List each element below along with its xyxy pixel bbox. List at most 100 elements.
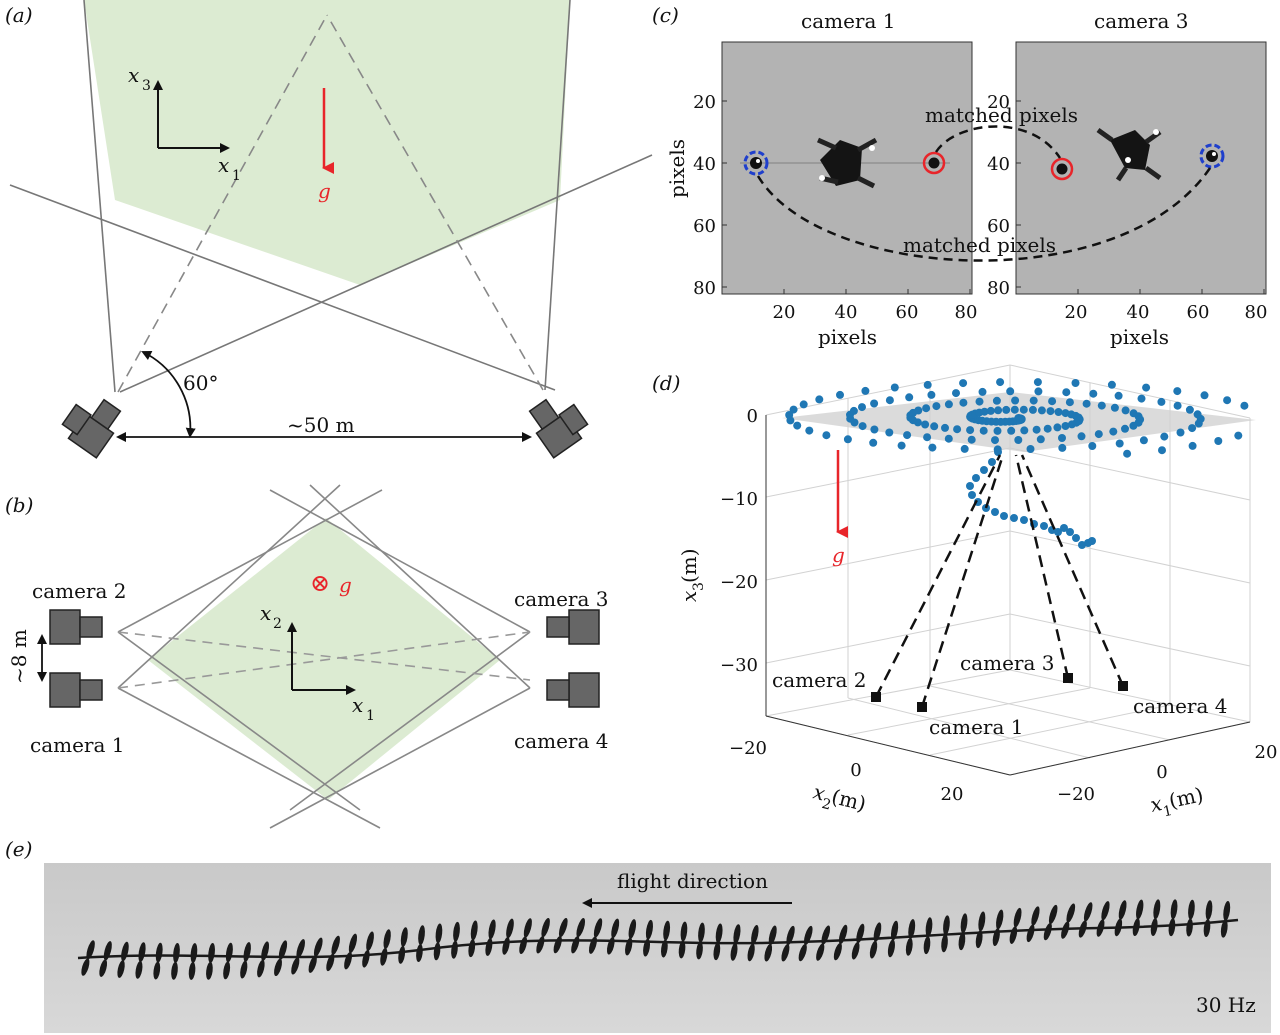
trajectory-point [968,491,976,499]
trajectory-point [944,400,953,409]
distance-label: ~50 m [287,413,355,437]
trajectory-point [959,379,968,388]
trajectory-point [914,406,923,415]
trajectory-point [1188,441,1197,450]
trajectory-point [1032,425,1041,434]
ytick-left-40: 40 [693,154,716,175]
ytick-right-80: 80 [987,278,1010,299]
x1-axis-label: x 1 (m) [1148,782,1206,820]
camera-2-label-d: camera 2 [772,668,867,692]
trajectory-point [1058,443,1067,452]
trajectory-point [870,399,879,408]
xtick-right-20: 20 [1065,302,1088,323]
trajectory-point [959,398,968,407]
ztick-m30: −30 [720,655,758,676]
trajectory-point [1060,524,1068,532]
trajectory-point [991,508,999,516]
trajectory-point [849,406,858,415]
trajectory-point [1007,426,1016,435]
drone-silhouette-right [1096,127,1162,182]
trajectory-point [1058,434,1066,442]
trajectory-point [905,393,914,402]
trajectory-point [921,420,930,429]
trajectory-point [1040,522,1048,530]
trajectory-point [1067,420,1076,429]
trajectory-point [1065,398,1074,407]
xtick-right-80: 80 [1245,302,1268,323]
trajectory-point [861,386,870,395]
gravity-into-page-symbol: ⊗ [310,569,330,597]
flight-direction-label: flight direction [617,869,768,893]
panel-a-label: (a) [5,3,33,27]
trajectory-point [994,448,1002,456]
axis-x1-label-b: x [352,693,363,717]
trajectory-point [858,403,866,412]
trajectory-point [1048,397,1057,406]
svg-text:3: 3 [691,582,707,591]
trajectory-point [1020,426,1029,435]
trajectory-point [1240,401,1249,410]
trajectory-point [1046,407,1055,416]
trajectory-point [1129,421,1138,430]
trajectory-point [980,407,989,416]
camera-2-marker [871,692,881,702]
svg-text:(m): (m) [829,784,868,816]
trajectory-point [897,441,906,450]
trajectory-point [836,390,844,399]
trajectory-point [1066,528,1074,536]
overlap-region [148,518,500,800]
trajectory-point [1088,442,1097,450]
camera-3-title: camera 3 [1094,9,1189,33]
trajectory-point [1037,406,1046,415]
panel-d-label: (d) [652,371,680,395]
ztick-m20: −20 [720,572,758,593]
x1tick-0: 0 [1156,762,1167,783]
trajectory-point [966,482,974,490]
camera-4-marker [1118,681,1128,691]
y-axis-label-pixels: pixels [665,139,689,198]
trajectory-point [1121,424,1129,433]
x2-axis-label: x 2 (m) [811,780,869,816]
gravity-label-b: g [339,573,352,597]
x2tick-20: 20 [941,784,964,805]
angle-label: 60° [183,371,218,395]
trajectory-point [1194,419,1203,428]
trajectory-point [1034,387,1043,396]
trajectory-point [1088,537,1096,545]
trajectory-point [1176,428,1185,437]
trajectory-point [979,426,988,435]
camera-4-label-d: camera 4 [1133,694,1228,718]
camera-icon-left [61,394,127,459]
trajectory-point [1029,396,1038,405]
trajectory-point [1072,534,1080,542]
axis-x1-label: x [218,153,229,177]
matched-pixels-top-label: matched pixels [925,103,1078,127]
x2tick-m20: −20 [729,738,767,759]
trajectory-point [858,422,867,431]
ztick-m10: −10 [720,489,758,510]
trajectory-point [980,466,988,474]
x1tick-20: 20 [1255,742,1278,763]
trajectory-point [1110,403,1119,412]
z-axis-label: x 3 (m) [677,548,707,602]
svg-text:(m): (m) [1167,782,1206,813]
trajectory-point [1077,432,1086,441]
camera-1-icon [49,672,103,708]
panel-c-label: (c) [652,3,679,27]
trajectory-point [966,426,975,435]
trajectory-point [927,390,936,399]
drone-silhouette-left [816,137,878,189]
x1tick-m20: −20 [1057,784,1095,805]
trajectory-point [793,421,802,430]
gravity-label: g [318,179,331,203]
camera-4-icon [546,672,600,708]
trajectory-point [1173,387,1182,396]
trajectory-point [1123,449,1132,458]
trajectory-point [815,395,824,404]
trajectory-point [1010,405,1019,414]
trajectory-point [993,426,1002,435]
trajectory-point [1157,397,1166,406]
camera-1-label: camera 1 [30,733,125,757]
ytick-right-20: 20 [987,92,1010,113]
trajectory-point [1121,406,1130,415]
